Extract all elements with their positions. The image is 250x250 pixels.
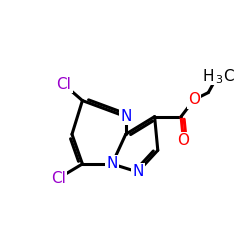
Text: Cl: Cl <box>56 77 72 92</box>
Text: H: H <box>203 69 214 84</box>
Text: N: N <box>120 109 132 124</box>
Text: C: C <box>224 69 234 84</box>
Text: 3: 3 <box>215 75 222 85</box>
Text: O: O <box>178 133 190 148</box>
Text: N: N <box>106 156 118 172</box>
Text: N: N <box>132 164 143 180</box>
Text: O: O <box>188 92 200 107</box>
Text: Cl: Cl <box>51 171 66 186</box>
